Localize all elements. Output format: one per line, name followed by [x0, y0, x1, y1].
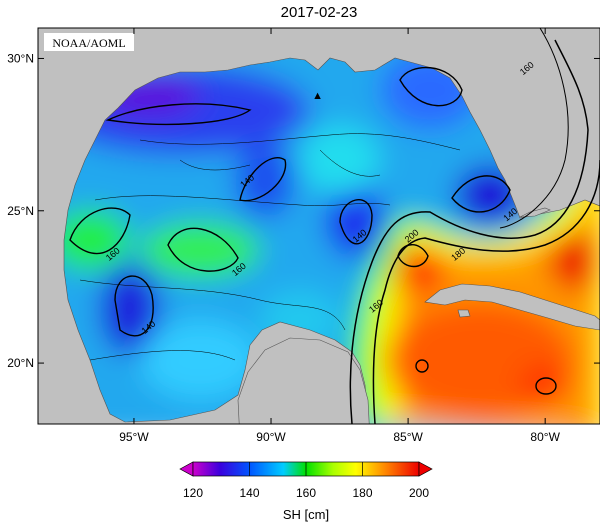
contour-lines	[69, 28, 600, 424]
lat-tick-label: 25°N	[7, 204, 34, 218]
credit-box: NOAA/AOML	[44, 33, 134, 51]
colorbar-high-arrow	[418, 461, 433, 477]
lon-tick-label: 85°W	[393, 430, 423, 444]
land-cuba	[424, 283, 600, 331]
lat-tick-label: 20°N	[7, 356, 34, 370]
colorbar-tick-label: 180	[352, 486, 372, 500]
colorbar-tick-label: 160	[296, 486, 316, 500]
colorbar-tick-label: 140	[239, 486, 259, 500]
map-title: 2017-02-23	[281, 4, 358, 21]
land-isle-of-youth	[457, 309, 471, 318]
lon-tick-label: 90°W	[256, 430, 286, 444]
lon-tick-label: 80°W	[530, 430, 560, 444]
colorbar-tick-label: 120	[183, 486, 203, 500]
lat-tick-label: 30°N	[7, 51, 34, 65]
land-yucatan-central-america	[237, 337, 370, 424]
map-frame	[37, 27, 600, 425]
lon-tick-label: 95°W	[119, 430, 149, 444]
latitude-axis: 30°N 25°N 20°N	[7, 51, 600, 370]
longitude-axis: 95°W 90°W 85°W 80°W	[119, 28, 561, 444]
station-marker: ▲	[312, 90, 323, 102]
land	[38, 28, 600, 424]
colorbar: 120 140 160 180 200 SH [cm]	[179, 461, 433, 522]
colorbar-tick-label: 200	[409, 486, 429, 500]
colorbar-ticks: 120 140 160 180 200	[183, 462, 429, 500]
colorbar-label: SH [cm]	[283, 507, 329, 522]
colorbar-low-arrow	[179, 461, 194, 477]
credit-label: NOAA/AOML	[52, 36, 125, 50]
